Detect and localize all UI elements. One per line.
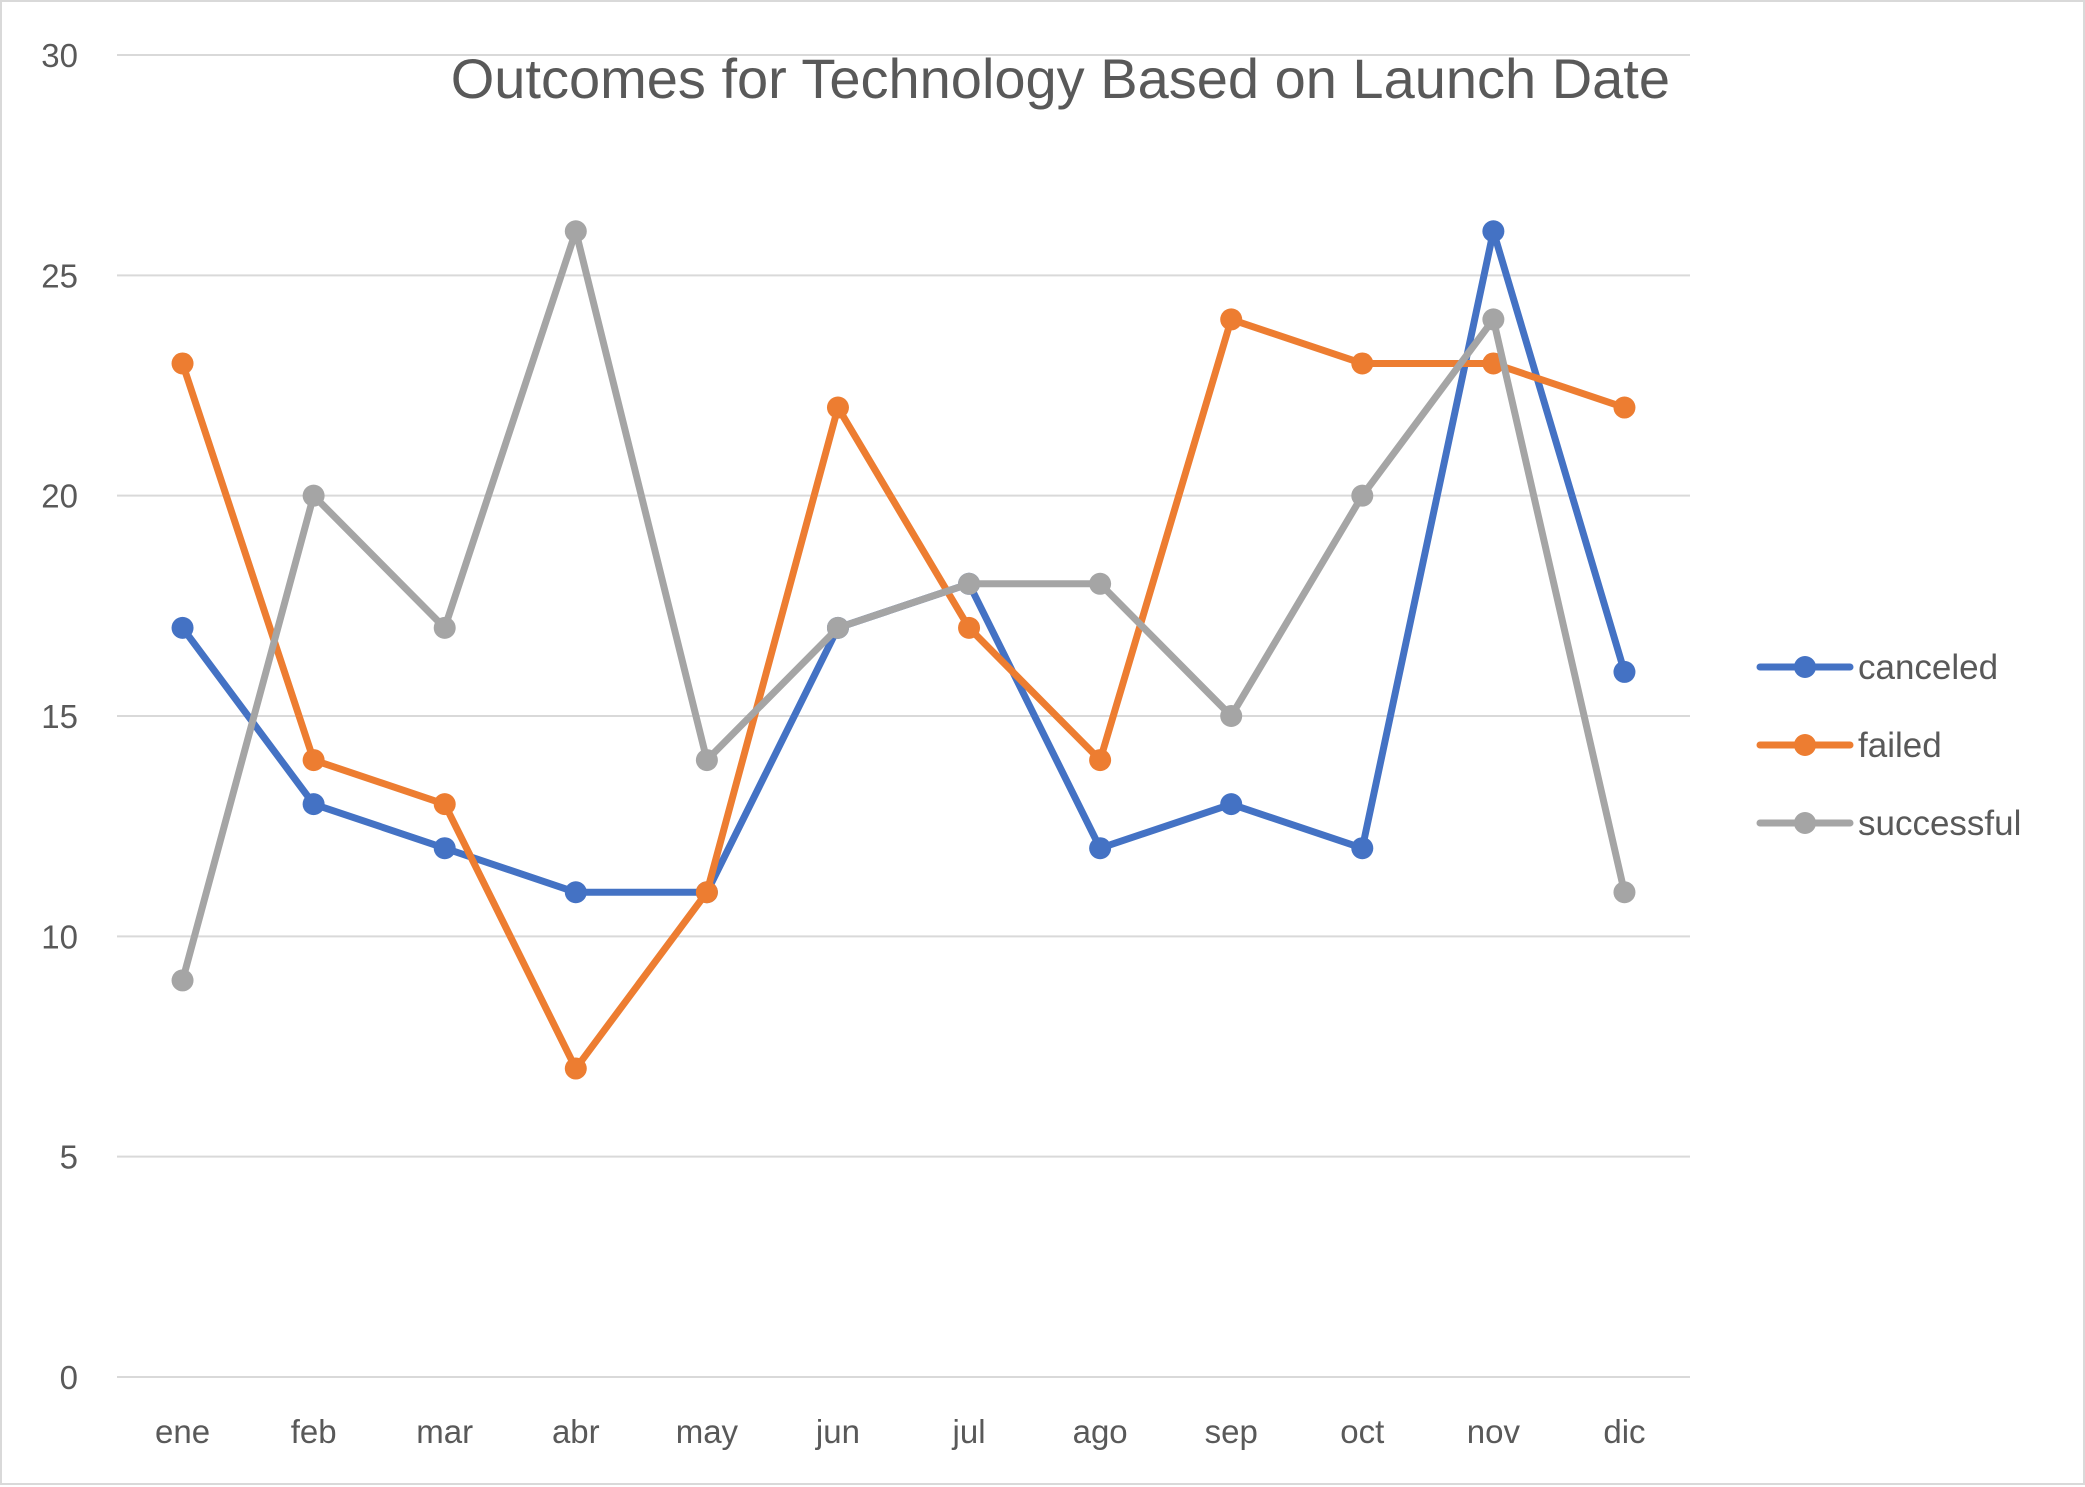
y-axis-ticks: 0 5 10 15 20 25 30 <box>41 37 78 1396</box>
data-point-successful <box>1220 705 1243 727</box>
x-tick-label: nov <box>1467 1413 1521 1450</box>
y-tick-label: 10 <box>41 918 78 955</box>
chart-title: Outcomes for Technology Based on Launch … <box>451 47 1670 110</box>
series-failed <box>171 308 1636 1080</box>
data-point-failed <box>1220 308 1243 331</box>
x-tick-label: ago <box>1073 1413 1128 1450</box>
series-lines <box>171 220 1636 1080</box>
data-point-successful <box>302 484 325 507</box>
data-point-failed <box>171 352 194 375</box>
data-point-failed <box>433 793 456 816</box>
series-line-canceled <box>179 227 1628 896</box>
data-point-canceled <box>171 616 194 639</box>
data-point-successful <box>1351 484 1374 507</box>
y-tick-label: 25 <box>41 257 78 294</box>
legend-item-canceled: canceled <box>1756 648 1998 687</box>
legend: canceled failed successful <box>1756 648 2021 843</box>
x-tick-label: feb <box>291 1413 337 1450</box>
data-point-failed <box>1351 352 1374 375</box>
data-point-successful <box>826 616 849 639</box>
series-canceled <box>171 220 1636 904</box>
data-point-canceled <box>1089 837 1112 860</box>
legend-label: canceled <box>1858 648 1998 687</box>
data-point-failed <box>564 1057 587 1080</box>
legend-swatch-marker <box>1794 734 1816 756</box>
gridlines <box>117 54 1690 1378</box>
series-line-failed <box>179 315 1628 1073</box>
legend-swatch-marker <box>1794 812 1816 834</box>
x-tick-label: sep <box>1205 1413 1258 1450</box>
data-point-canceled <box>1482 220 1505 243</box>
data-point-canceled <box>302 793 325 816</box>
data-point-failed <box>958 616 981 639</box>
data-point-canceled <box>1220 793 1243 816</box>
x-tick-label: mar <box>416 1413 473 1450</box>
legend-label: successful <box>1858 804 2021 843</box>
data-point-successful <box>1089 572 1112 595</box>
data-point-canceled <box>433 837 456 860</box>
x-tick-label: may <box>676 1413 739 1450</box>
data-point-successful <box>171 969 194 992</box>
series-line-successful <box>179 227 1628 984</box>
x-tick-label: jun <box>815 1413 860 1450</box>
y-tick-label: 5 <box>60 1139 78 1176</box>
x-tick-label: oct <box>1340 1413 1384 1450</box>
data-point-successful <box>564 220 587 243</box>
x-tick-label: jul <box>952 1413 986 1450</box>
x-tick-label: ene <box>155 1413 210 1450</box>
legend-swatch-marker <box>1794 656 1816 678</box>
x-tick-label: abr <box>552 1413 600 1450</box>
data-point-failed <box>1089 749 1112 772</box>
data-point-failed <box>695 881 718 904</box>
data-point-successful <box>433 616 456 639</box>
data-point-failed <box>1613 396 1636 419</box>
series-successful <box>171 220 1636 992</box>
y-tick-label: 15 <box>41 698 78 735</box>
data-point-failed <box>302 749 325 772</box>
data-point-successful <box>695 749 718 772</box>
legend-item-successful: successful <box>1756 804 2021 843</box>
data-point-successful <box>1482 308 1505 331</box>
data-point-canceled <box>1613 660 1636 683</box>
data-point-successful <box>1613 881 1636 904</box>
data-point-canceled <box>1351 837 1374 860</box>
x-tick-label: dic <box>1603 1413 1645 1450</box>
y-tick-label: 20 <box>41 478 78 515</box>
y-tick-label: 30 <box>41 37 78 74</box>
data-point-canceled <box>564 881 587 904</box>
data-point-successful <box>958 572 981 595</box>
x-axis-ticks: ene feb mar abr may jun jul ago sep oct nov dic <box>155 1413 1646 1450</box>
data-point-failed <box>826 396 849 419</box>
legend-label: failed <box>1858 726 1942 765</box>
legend-item-failed: failed <box>1756 726 1942 765</box>
y-tick-label: 0 <box>60 1359 78 1396</box>
